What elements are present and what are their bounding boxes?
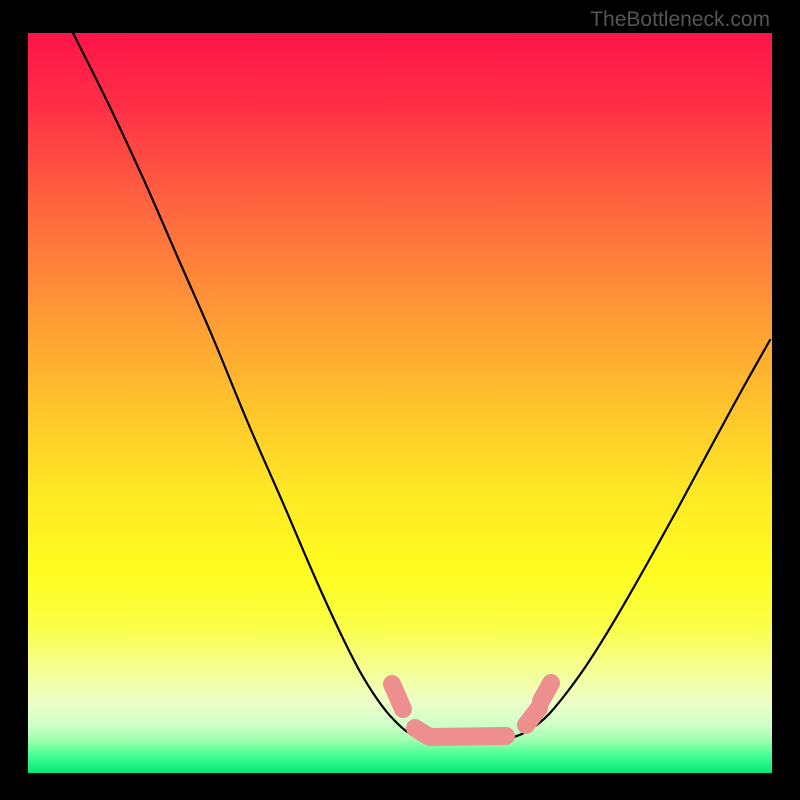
highlight-band — [392, 683, 551, 737]
plot-area — [28, 33, 772, 773]
watermark-text: TheBottleneck.com — [590, 8, 770, 32]
bottleneck-chart: TheBottleneck.com — [0, 0, 800, 800]
bottleneck-curve — [73, 33, 770, 743]
curve-overlay — [28, 33, 772, 773]
